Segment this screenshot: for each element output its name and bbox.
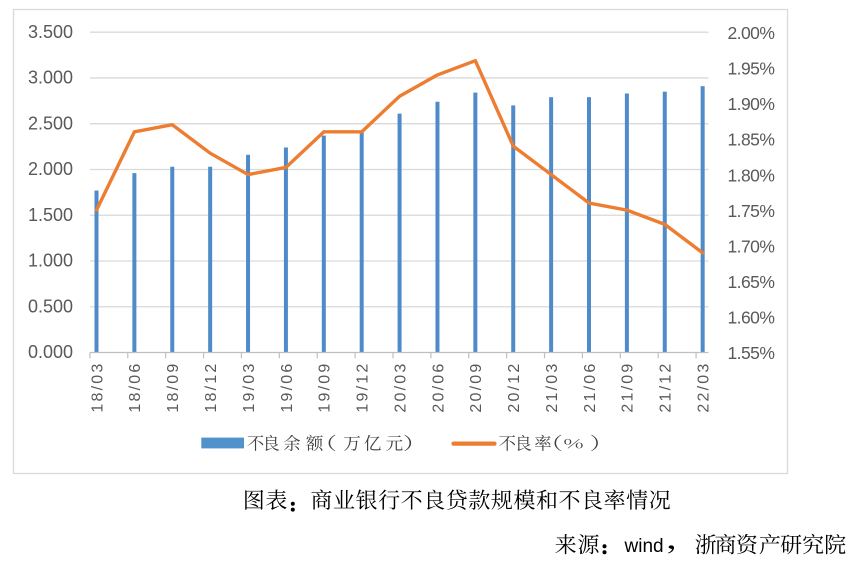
svg-text:20/12: 20/12 xyxy=(506,362,523,413)
svg-text:1.000: 1.000 xyxy=(28,251,73,271)
svg-text:0.500: 0.500 xyxy=(28,296,73,316)
svg-text:19/09: 19/09 xyxy=(317,362,334,413)
svg-text:2.500: 2.500 xyxy=(28,113,73,133)
svg-text:19/12: 19/12 xyxy=(355,362,372,413)
svg-text:1.65%: 1.65% xyxy=(728,272,775,292)
svg-text:20/03: 20/03 xyxy=(392,362,409,413)
svg-text:2.00%: 2.00% xyxy=(728,23,775,43)
svg-text:1.500: 1.500 xyxy=(28,205,73,225)
svg-text:19/03: 19/03 xyxy=(241,362,258,413)
svg-text:19/06: 19/06 xyxy=(279,362,296,413)
svg-text:18/03: 18/03 xyxy=(89,362,106,413)
svg-text:21/03: 21/03 xyxy=(544,362,561,413)
svg-text:22/03: 22/03 xyxy=(695,362,712,413)
svg-text:1.85%: 1.85% xyxy=(728,130,775,150)
svg-text:2.000: 2.000 xyxy=(28,159,73,179)
svg-text:1.95%: 1.95% xyxy=(728,58,775,78)
svg-text:1.90%: 1.90% xyxy=(728,94,775,114)
svg-text:20/06: 20/06 xyxy=(430,362,447,413)
svg-text:wind: wind xyxy=(624,536,664,557)
svg-text:21/12: 21/12 xyxy=(658,362,675,413)
svg-text:3.000: 3.000 xyxy=(28,68,73,88)
svg-text:1.55%: 1.55% xyxy=(728,343,775,363)
svg-text:18/09: 18/09 xyxy=(165,362,182,413)
svg-text:21/06: 21/06 xyxy=(582,362,599,413)
svg-text:1.60%: 1.60% xyxy=(728,308,775,328)
svg-text:18/12: 18/12 xyxy=(203,362,220,413)
svg-text:18/06: 18/06 xyxy=(127,362,144,413)
svg-text:1.70%: 1.70% xyxy=(728,236,775,256)
svg-text:20/09: 20/09 xyxy=(468,362,485,413)
svg-text:1.75%: 1.75% xyxy=(728,201,775,221)
svg-text:21/09: 21/09 xyxy=(620,362,637,413)
svg-text:3.500: 3.500 xyxy=(28,22,73,42)
svg-text:1.80%: 1.80% xyxy=(728,165,775,185)
svg-text:0.000: 0.000 xyxy=(28,342,73,362)
